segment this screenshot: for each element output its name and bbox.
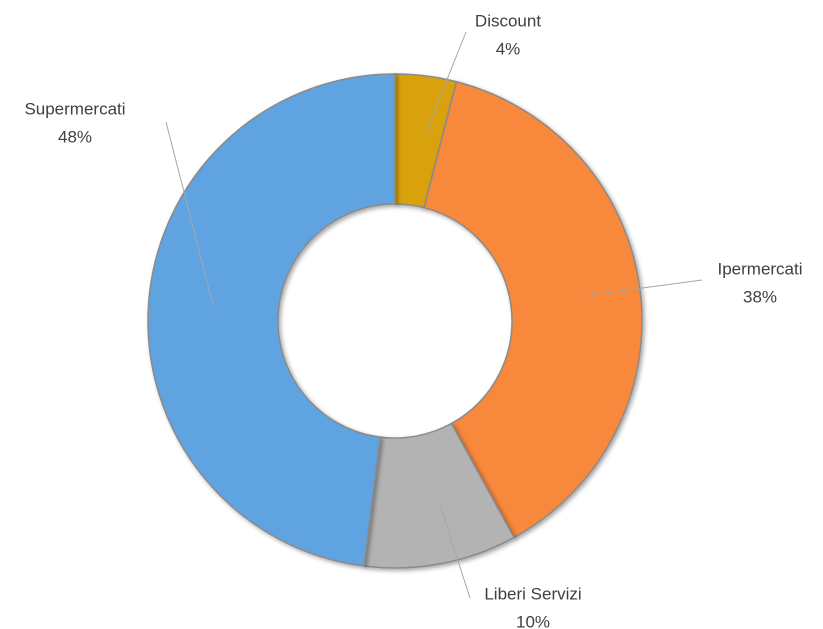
donut-slice — [423, 80, 643, 539]
donut-slice — [147, 73, 396, 567]
slices — [147, 73, 643, 569]
slice-value-label: 48% — [58, 127, 92, 146]
leader-line — [424, 31, 467, 136]
slice-label: Liberi Servizi — [484, 584, 581, 603]
slice-value-label: 4% — [496, 39, 521, 58]
slice-label: Discount — [475, 11, 541, 30]
slice-value-label: 38% — [743, 287, 777, 306]
slice-label: Supermercati — [24, 99, 125, 118]
slice-value-label: 10% — [516, 612, 550, 629]
leader-line — [439, 504, 471, 599]
leader-line — [165, 121, 214, 306]
leader-line — [589, 279, 703, 296]
labels: Discount 4% Ipermercati 38% Liberi Servizi 10… — [24, 11, 802, 629]
slice-label: Ipermercati — [717, 259, 802, 278]
